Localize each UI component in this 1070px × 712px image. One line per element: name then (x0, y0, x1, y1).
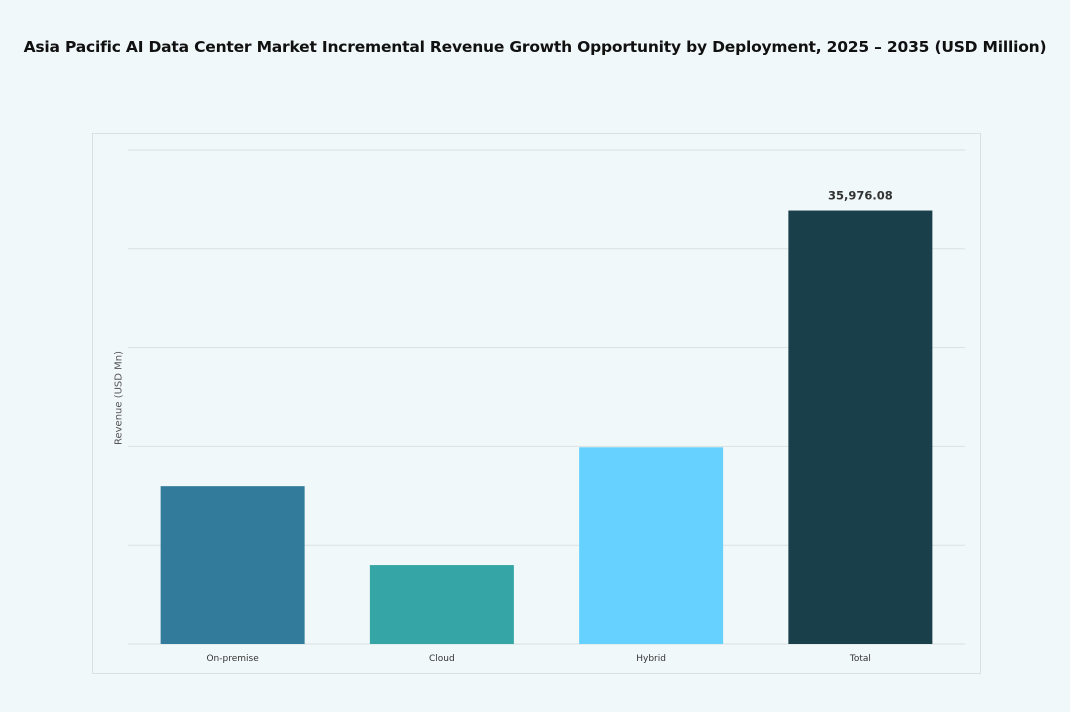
data-label: 35,976.08 (828, 189, 893, 203)
bar-total (788, 210, 933, 644)
bar-cloud (369, 565, 514, 644)
x-tick-label: On-premise (206, 654, 259, 664)
x-tick-label: Cloud (429, 654, 455, 664)
x-tick-label: Total (849, 654, 871, 664)
bar-on-premise (160, 486, 305, 644)
x-tick-label: Hybrid (636, 654, 666, 664)
chart-frame (92, 133, 981, 674)
chart-title: Asia Pacific AI Data Center Market Incre… (23, 38, 1047, 56)
bar-hybrid (579, 447, 724, 644)
